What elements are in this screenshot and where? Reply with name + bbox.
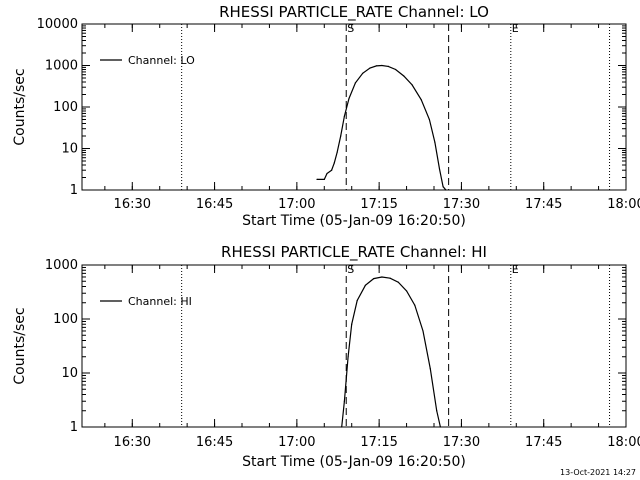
x-axis-label: Start Time (05-Jan-09 16:20:50)	[242, 454, 466, 470]
data-point	[438, 168, 441, 170]
data-point	[397, 281, 399, 283]
x-tick-label: 17:30	[443, 197, 480, 212]
y-tick-label: 10	[61, 366, 78, 381]
x-tick-label: 17:45	[525, 435, 562, 450]
data-point	[445, 189, 447, 191]
x-tick-label: 17:15	[360, 197, 397, 212]
y-tick-label: 10000	[37, 17, 78, 32]
data-point	[343, 115, 345, 117]
x-tick-label: 17:30	[443, 435, 480, 450]
x-axis-label: Start Time (05-Jan-09 16:20:50)	[242, 213, 466, 229]
data-point	[347, 356, 349, 358]
data-point	[420, 99, 422, 101]
data-point	[381, 64, 383, 67]
footer-timestamp: 13-Oct-2021 14:27	[560, 468, 636, 477]
x-tick-label: 16:45	[196, 197, 233, 212]
data-point	[442, 186, 444, 188]
y-tick-label: 1000	[45, 59, 78, 74]
y-tick-label: 10	[61, 142, 78, 157]
x-tick-label: 18:00	[607, 197, 640, 212]
y-tick-label: 1	[70, 420, 78, 435]
data-line	[341, 276, 441, 428]
data-point	[356, 299, 358, 302]
x-tick-label: 17:00	[278, 197, 315, 212]
data-point	[326, 172, 328, 175]
data-point	[428, 118, 430, 121]
data-point	[333, 162, 335, 164]
x-tick-label: 16:45	[196, 435, 233, 450]
chart-title: RHESSI PARTICLE_RATE Channel: LO	[219, 3, 489, 22]
marker-label: S	[347, 263, 354, 276]
x-tick-label: 17:15	[360, 435, 397, 450]
x-tick-label: 16:30	[114, 435, 151, 450]
data-point	[340, 135, 342, 137]
y-tick-label: 1	[70, 183, 78, 198]
data-point	[373, 278, 375, 280]
data-point	[436, 410, 438, 412]
marker-label: E	[512, 22, 519, 35]
data-point	[406, 290, 408, 292]
legend-entry: Channel: HI	[128, 295, 192, 308]
data-point	[414, 304, 416, 306]
data-point	[331, 169, 333, 171]
data-point	[411, 84, 413, 86]
x-tick-label: 17:00	[278, 435, 315, 450]
y-tick-label: 100	[53, 100, 78, 115]
data-point	[422, 330, 424, 332]
data-point	[375, 65, 377, 67]
y-tick-label: 100	[53, 312, 78, 327]
data-point	[343, 400, 345, 402]
y-tick-label: 1000	[45, 258, 78, 273]
data-point	[429, 368, 431, 370]
data-point	[389, 277, 391, 279]
x-tick-label: 16:30	[114, 197, 151, 212]
data-point	[351, 323, 353, 325]
data-line	[317, 64, 447, 191]
y-axis-label: Counts/sec	[12, 307, 28, 384]
data-point	[439, 426, 441, 428]
marker-label: E	[512, 263, 519, 276]
marker-label: S	[347, 22, 354, 35]
chart-title: RHESSI PARTICLE_RATE Channel: HI	[221, 243, 487, 262]
data-point	[341, 426, 343, 428]
x-tick-label: 17:45	[525, 197, 562, 212]
data-point	[354, 82, 356, 84]
plot-frame	[81, 264, 627, 428]
data-point	[395, 68, 397, 71]
data-point	[362, 72, 364, 74]
x-tick-label: 18:00	[607, 435, 640, 450]
legend-entry: Channel: LO	[128, 54, 195, 67]
data-point	[348, 97, 350, 100]
data-point	[434, 141, 436, 143]
data-point	[323, 178, 325, 180]
data-point	[364, 284, 366, 286]
data-point	[369, 67, 371, 69]
plot-frame	[81, 23, 627, 191]
data-point	[381, 276, 383, 278]
data-point	[403, 75, 405, 77]
data-point	[387, 65, 389, 67]
data-point	[316, 178, 318, 180]
y-axis-label: Counts/sec	[12, 68, 28, 145]
data-point	[336, 151, 338, 154]
